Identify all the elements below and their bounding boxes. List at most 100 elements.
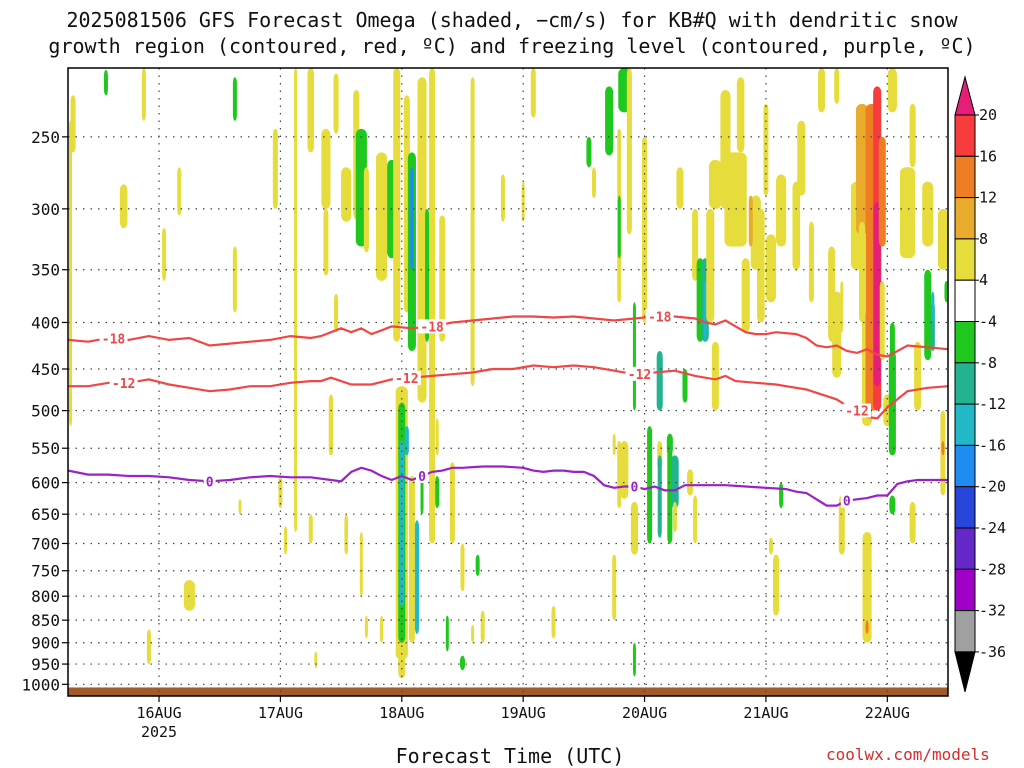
colorbar-label: -24 <box>979 519 1006 537</box>
y-tick-label: 800 <box>31 587 60 606</box>
y-tick-label: 750 <box>31 562 60 581</box>
freezing-level-contour-label: 0 <box>206 475 214 490</box>
omega-cell <box>879 280 885 361</box>
colorbar-top-arrow <box>954 75 976 116</box>
omega-cell <box>632 302 636 411</box>
colorbar-label: -8 <box>979 354 997 372</box>
y-tick-label: 650 <box>31 505 60 524</box>
y-tick-label: 350 <box>31 261 60 280</box>
colorbar-label: -16 <box>979 436 1006 454</box>
omega-cell <box>605 86 614 156</box>
omega-cell <box>617 195 621 259</box>
dgz-top-label-bg <box>418 319 447 334</box>
omega-cell <box>687 469 694 496</box>
y-axis: 250 300 350 400 450 500 550 600 650 700 750 800 850 9… <box>21 128 68 694</box>
omega-cell <box>840 280 844 333</box>
freezing-level-contour-label: 0 <box>418 470 426 485</box>
omega-cell <box>878 136 886 247</box>
dgz-top-label-bg <box>99 331 128 346</box>
omega-cell <box>408 475 415 643</box>
omega-cell <box>314 651 318 669</box>
omega-cell <box>141 68 146 121</box>
omega-cell <box>632 642 636 677</box>
colorbar-swatch <box>954 279 976 323</box>
omega-cell <box>475 554 480 576</box>
colorbar-swatch <box>954 444 976 488</box>
omega-cell <box>429 68 436 544</box>
omega-cell <box>232 77 237 121</box>
omega-cell <box>380 615 384 643</box>
colorbar-label: -32 <box>979 602 1006 620</box>
colorbar-swatch <box>954 155 976 199</box>
omega-cell <box>586 136 592 168</box>
omega-cell <box>307 68 315 153</box>
omega-cell <box>757 208 765 323</box>
y-tick-label: 1000 <box>21 675 60 694</box>
colorbar-label: -28 <box>979 560 1006 578</box>
omega-cell <box>334 293 339 333</box>
omega-cell <box>183 580 195 611</box>
omega-cell <box>363 167 369 253</box>
omega-cell <box>792 181 801 270</box>
colorbar-label: -12 <box>979 395 1006 413</box>
y-tick-label: 900 <box>31 634 60 653</box>
omega-cell <box>736 77 745 153</box>
omega-cell <box>238 498 242 515</box>
freezing-level-label-bg <box>840 493 853 508</box>
dgz-top-contour-label: -18 <box>102 332 126 347</box>
omega-cell <box>709 159 722 209</box>
omega-cell <box>177 167 182 216</box>
omega-cell <box>941 440 945 456</box>
omega-cell <box>146 629 151 665</box>
omega-cell <box>630 501 638 555</box>
colorbar-swatch <box>954 238 976 281</box>
omega-cell <box>676 167 684 209</box>
omega-cell <box>741 258 750 333</box>
omega-cell <box>323 208 329 276</box>
y-tick-label: 250 <box>31 128 60 147</box>
omega-cell <box>832 291 842 378</box>
colorbar-swatch <box>954 486 976 529</box>
colorbar-label: 4 <box>979 271 988 289</box>
omega-cell <box>855 103 869 235</box>
x-tick-label: 19AUG <box>501 704 546 722</box>
omega-cell <box>103 69 108 96</box>
dgz-bottom-contour-label: -12 <box>112 377 135 392</box>
omega-cell <box>724 152 747 247</box>
freezing-level-contour-label: 0 <box>843 495 851 510</box>
y-tick-label: 700 <box>31 534 60 553</box>
omega-cell <box>914 341 922 411</box>
omega-cell <box>834 68 840 104</box>
y-tick-label: 300 <box>31 200 60 219</box>
omega-cell <box>393 68 401 342</box>
dgz-bottom-contour-label: -12 <box>845 405 868 420</box>
colorbar-label: 12 <box>979 189 997 207</box>
freezing-level-contour-label: 0 <box>631 481 639 496</box>
omega-cell <box>414 520 419 634</box>
omega-cell <box>647 426 653 544</box>
omega-cell <box>459 655 466 671</box>
dgz-top-contour-label: -18 <box>648 310 672 325</box>
colorbar-label: -4 <box>979 313 997 331</box>
omega-cell <box>865 620 869 634</box>
omega-cell <box>404 426 409 456</box>
dgz-bottom-contour-label: -12 <box>628 368 651 383</box>
x-axis-label: Forecast Time (UTC) <box>395 744 625 768</box>
omega-cell <box>776 174 787 247</box>
colorbar-swatch <box>954 568 976 612</box>
omega-cell <box>889 322 895 361</box>
chart-title-line-1: 2025081506 GFS Forecast Omega (shaded, −… <box>66 8 958 32</box>
colorbar-swatch <box>954 610 976 653</box>
colorbar-label: -36 <box>979 643 1006 661</box>
dgz-top-contour <box>67 315 949 358</box>
omega-cell <box>321 128 331 209</box>
colorbar-label: 16 <box>979 147 997 165</box>
omega-cell <box>364 615 368 639</box>
omega-cell <box>937 208 948 270</box>
omega-cell <box>410 167 414 270</box>
dgz-top-contour-label: -18 <box>420 320 444 335</box>
x-tick-label: 22AUG <box>865 704 910 722</box>
omega-cell <box>521 181 525 222</box>
